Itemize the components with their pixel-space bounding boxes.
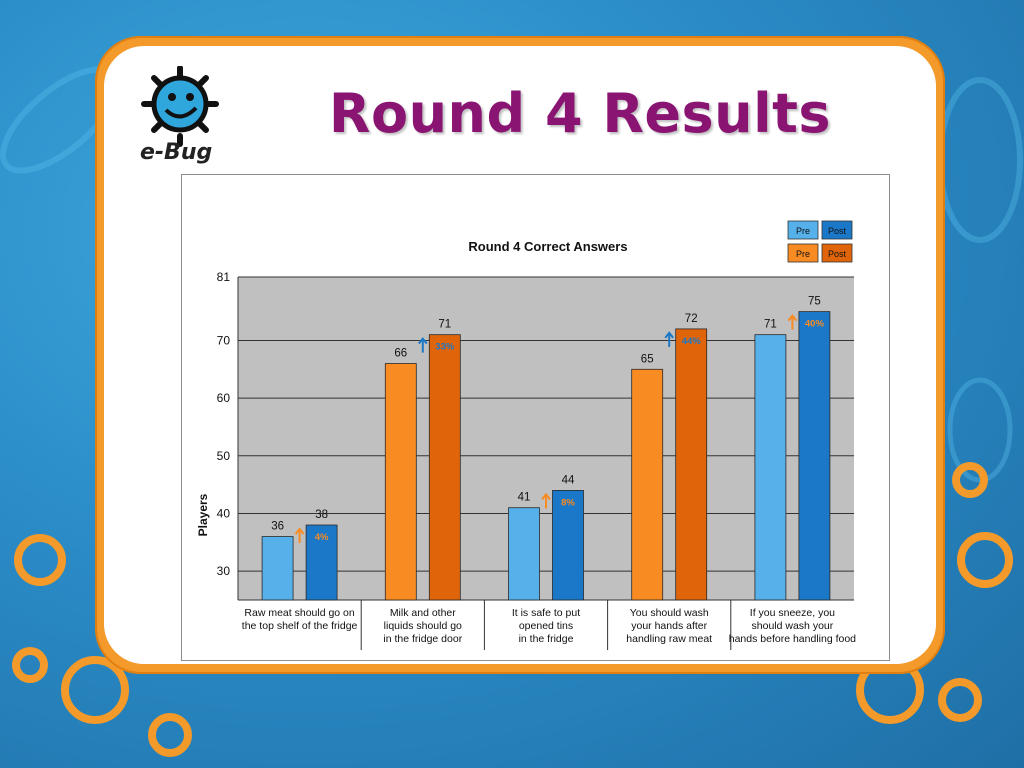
up-arrow-icon (541, 492, 551, 509)
x-category-label: the top shelf of the fridge (242, 620, 358, 632)
improvement-label: 4% (315, 532, 329, 543)
y-tick-label: 81 (217, 270, 231, 284)
bar-value-label: 71 (438, 319, 451, 331)
up-arrow-icon (664, 331, 674, 347)
bar-post (428, 334, 461, 601)
logo-text: e-Bug (140, 140, 213, 165)
x-category-label: handling raw meat (626, 633, 712, 645)
bar-pre (631, 368, 664, 601)
y-tick-label: 50 (217, 449, 231, 463)
chart-container: 30 40 50 60 70 81 Round 4 Correct Answers Playe… (181, 174, 890, 661)
improvement-label: 8% (561, 497, 575, 508)
y-tick-label: 30 (217, 564, 231, 578)
up-arrow-icon (418, 337, 428, 353)
up-arrow-icon (787, 314, 798, 330)
legend-label-post: Post (828, 249, 847, 259)
bar-post (675, 328, 708, 601)
x-category-label: should wash your (752, 620, 834, 632)
x-category-label: in the fridge door (383, 633, 462, 645)
plot-area (238, 277, 854, 600)
legend-swatch-pre (787, 220, 819, 240)
bar-post (798, 311, 831, 601)
bar-value-label: 44 (562, 474, 575, 486)
bar-value-label: 65 (641, 353, 654, 365)
legend-swatch-post (821, 220, 853, 240)
x-category-label: hands before handling food (729, 633, 856, 645)
legend-label-post: Post (828, 226, 847, 236)
slide-title: Round 4 Results (328, 82, 832, 145)
ebug-logo-icon (141, 66, 219, 147)
x-category-label: If you sneeze, you (750, 607, 835, 619)
legend-swatch-post (821, 243, 853, 263)
x-category-label: in the fridge (519, 633, 574, 645)
bar-value-label: 36 (271, 521, 284, 533)
bar-post (305, 524, 338, 601)
bar-value-label: 71 (764, 319, 777, 331)
bar-pre (384, 363, 417, 601)
y-tick-label: 60 (217, 391, 231, 405)
x-category-label: your hands after (631, 620, 707, 632)
chart-title: Round 4 Correct Answers (468, 239, 627, 254)
x-category-label: opened tins (519, 620, 573, 632)
bar-pre (508, 507, 540, 601)
y-tick-label: 40 (217, 506, 231, 520)
y-tick-label: 70 (217, 333, 231, 347)
x-category-label: Milk and other (390, 607, 456, 619)
x-category-label: It is safe to put (512, 607, 580, 619)
bar-value-label: 72 (685, 313, 698, 325)
improvement-label: 40% (805, 319, 825, 330)
up-arrow-icon (294, 527, 305, 544)
x-category-label: liquids should go (384, 620, 462, 632)
bar-value-label: 38 (315, 509, 328, 521)
x-category-label: You should wash (630, 607, 709, 619)
bar-post (552, 490, 584, 601)
bar-value-label: 41 (518, 492, 531, 504)
legend-label-pre: Pre (796, 249, 810, 259)
legend-swatch-pre (787, 243, 819, 263)
bar-chart: 30 40 50 60 70 81 Round 4 Correct Answers Playe… (196, 220, 856, 650)
improvement-label: 44% (682, 336, 702, 347)
legend-label-pre: Pre (796, 226, 810, 236)
bar-value-label: 66 (394, 348, 407, 360)
improvement-label: 33% (435, 342, 455, 353)
x-category-label: Raw meat should go on (244, 607, 354, 619)
bar-value-label: 75 (808, 296, 821, 308)
bar-pre (261, 536, 294, 601)
bar-pre (754, 334, 787, 601)
y-axis-label: Players (196, 493, 210, 536)
